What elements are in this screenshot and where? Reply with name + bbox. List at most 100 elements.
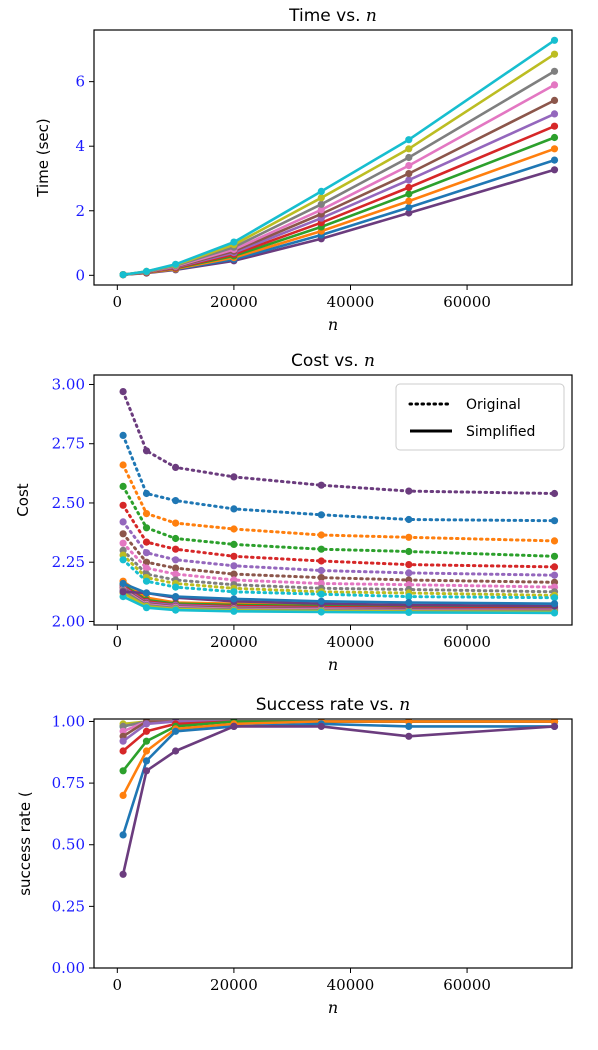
y-tick-label: 4 (75, 137, 85, 155)
data-point-s9-p6 (405, 153, 413, 162)
y-tick-label: 2 (75, 202, 85, 220)
data-point-s11-p3 (172, 260, 180, 268)
data-point-s9-p5 (317, 200, 325, 208)
data-point-s11-p6 (405, 732, 413, 740)
y-tick-label: 0 (75, 266, 85, 284)
legend-box (395, 383, 565, 451)
chart-title-math: n (399, 695, 410, 715)
data-point-s7-p6 (405, 170, 413, 178)
data-point-s1-p3 (172, 463, 180, 471)
y-tick-label: 1.00 (52, 712, 85, 730)
series-line-11 (121, 725, 555, 875)
x-tick-label: 20000 (210, 976, 258, 994)
x-tick-label: 40000 (327, 293, 375, 311)
data-point-s20-p4 (230, 607, 238, 615)
data-point-s2-p2 (142, 489, 151, 498)
data-point-s7-p1 (119, 530, 127, 538)
y-tick-label: 2.00 (52, 612, 85, 630)
data-point-s20-p2 (142, 604, 151, 612)
data-point-s22-p1 (119, 579, 127, 588)
data-point-s10-p1 (119, 831, 127, 839)
data-point-s2-p7 (550, 517, 559, 525)
x-axis-label: n (328, 315, 338, 334)
x-tick-label: 60000 (443, 293, 491, 311)
data-point-s3-p2 (142, 509, 151, 518)
legend: Original Simplified (395, 383, 565, 451)
data-point-s11-p1 (119, 556, 127, 564)
data-point-s1-p6 (405, 209, 413, 217)
data-point-s2-p6 (405, 203, 413, 212)
data-point-s8-p6 (405, 162, 413, 170)
series-line-2 (122, 158, 555, 276)
data-point-s5-p6 (405, 561, 413, 569)
data-point-s22-p6 (405, 598, 413, 607)
y-tick-label: 6 (75, 73, 85, 91)
data-point-s4-p5 (317, 545, 325, 553)
data-point-s1-p7 (550, 166, 559, 174)
series-line-10 (121, 722, 555, 836)
data-point-s7-p2 (142, 727, 151, 735)
data-point-s1-p1 (119, 388, 127, 396)
data-point-s2-p6 (405, 515, 413, 524)
data-point-s3-p1 (119, 461, 127, 469)
data-point-s22-p4 (230, 595, 238, 603)
data-point-s7-p3 (172, 564, 180, 572)
x-tick-label: 60000 (443, 976, 491, 994)
data-point-s3-p5 (317, 531, 325, 539)
data-point-s1-p2 (142, 447, 151, 455)
chart-title: Time vs. n (288, 6, 377, 26)
data-point-s10-p2 (142, 757, 151, 765)
data-point-s9-p7 (550, 67, 559, 75)
data-point-s10-p7 (550, 50, 559, 58)
plot-frame (93, 718, 573, 969)
series-group (119, 719, 559, 878)
data-point-s11-p5 (317, 187, 325, 195)
data-point-s3-p6 (405, 533, 413, 541)
series-line-3 (121, 463, 556, 543)
x-tick-label: 0 (113, 293, 123, 311)
data-point-s1-p5 (317, 481, 325, 489)
data-point-s6-p2 (142, 720, 151, 728)
data-point-s20-p7 (550, 609, 559, 617)
y-tick-label: 0.25 (52, 897, 85, 915)
plot-frame (93, 29, 573, 286)
data-point-s11-p1 (119, 271, 127, 279)
data-point-s8-p2 (142, 564, 151, 572)
data-point-s6-p4 (230, 562, 238, 570)
data-point-s8-p1 (119, 767, 127, 775)
chart-title-math: n (364, 351, 375, 371)
data-point-s11-p2 (142, 267, 151, 275)
data-point-s1-p6 (405, 487, 413, 495)
data-point-s8-p7 (550, 81, 559, 89)
data-point-s5-p7 (550, 563, 559, 571)
data-point-s7-p7 (550, 96, 559, 104)
x-tick-label: 20000 (210, 633, 258, 651)
y-axis-label: success rate ( (16, 791, 34, 896)
chart-3: Success rate vs. n 0 20000 40000 60000 0.00 0.… (16, 695, 573, 1017)
data-point-s5-p6 (405, 183, 413, 192)
data-point-s10-p6 (405, 722, 413, 731)
chart-2: Cost vs. n 0 20000 40000 60000 2.00 2.25 2.50 2.… (14, 351, 573, 674)
data-point-s2-p5 (317, 511, 325, 519)
series-group (119, 388, 559, 617)
x-tick-label: 0 (113, 976, 123, 994)
x-tick-label: 60000 (443, 633, 491, 651)
data-point-s11-p2 (142, 767, 151, 775)
data-point-s11-p7 (550, 36, 559, 44)
data-point-s5-p5 (317, 557, 325, 565)
data-point-s4-p3 (172, 534, 180, 543)
y-tick-label: 2.50 (52, 494, 85, 512)
data-point-s6-p6 (405, 569, 413, 577)
y-tick-label: 0.50 (52, 836, 85, 854)
data-point-s11-p7 (550, 722, 559, 731)
chart-title: Cost vs. n (291, 351, 375, 371)
series-group (119, 36, 559, 279)
data-point-s8-p1 (119, 539, 127, 547)
data-point-s3-p7 (550, 537, 559, 545)
x-tick-label: 40000 (327, 976, 375, 994)
data-point-s6-p2 (142, 549, 151, 557)
data-point-s11-p6 (405, 136, 413, 144)
chart-1: Time vs. n 0 20000 40000 60000 0 2 4 6 n Time (sec… (34, 6, 573, 334)
data-point-s4-p1 (119, 727, 127, 735)
data-point-s11-p5 (317, 722, 325, 731)
